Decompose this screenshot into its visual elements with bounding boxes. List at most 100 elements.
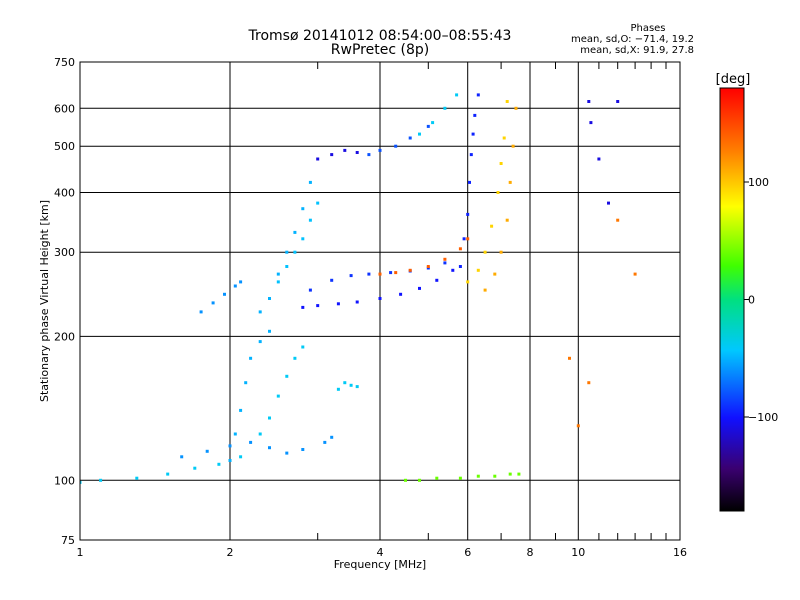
data-point <box>316 201 320 205</box>
chart-title: Tromsø 20141012 08:54:00–08:55:43 <box>248 28 512 44</box>
data-point <box>587 381 591 385</box>
data-point <box>285 451 289 455</box>
data-point <box>378 297 382 300</box>
data-point <box>435 476 439 480</box>
data-point <box>308 180 312 184</box>
grid-lines <box>80 62 680 540</box>
data-point <box>493 272 497 276</box>
data-point <box>285 265 289 268</box>
data-point <box>223 292 226 296</box>
stats-line-x: mean, sd,X: 91.9, 27.8 <box>580 45 694 56</box>
data-point <box>483 288 487 292</box>
colorbar <box>719 87 745 512</box>
data-point <box>462 237 466 241</box>
colorbar-tick-label: 100 <box>748 176 769 189</box>
chart-subtitle: RwPretec (8p) <box>331 42 429 58</box>
data-point <box>633 272 637 276</box>
data-point <box>471 132 475 136</box>
data-point <box>258 310 262 314</box>
data-point <box>399 292 403 296</box>
data-point <box>426 124 430 128</box>
data-point <box>135 476 139 480</box>
data-point <box>180 455 184 459</box>
x-tick-label: 10 <box>571 546 585 559</box>
data-point <box>508 180 512 184</box>
data-point <box>378 272 382 276</box>
y-tick-label: 750 <box>54 56 75 69</box>
data-point <box>268 329 271 333</box>
data-point <box>426 265 430 268</box>
data-point <box>349 383 353 387</box>
data-point <box>99 478 103 482</box>
x-tick-label: 8 <box>527 546 534 559</box>
x-tick-label: 4 <box>377 546 384 559</box>
data-point <box>378 148 382 152</box>
data-point <box>330 278 334 282</box>
data-point <box>301 207 305 211</box>
data-point <box>455 93 459 97</box>
y-tick-label: 500 <box>54 140 75 153</box>
data-point <box>249 356 253 360</box>
data-point <box>431 121 435 125</box>
data-point <box>193 466 197 470</box>
data-point <box>355 300 359 304</box>
data-point <box>466 280 470 284</box>
data-point <box>517 472 521 476</box>
data-point <box>576 424 580 428</box>
y-tick-label: 400 <box>54 187 75 200</box>
data-point <box>607 201 610 205</box>
y-tick-label: 200 <box>54 330 75 343</box>
data-point <box>228 444 232 448</box>
data-point <box>435 278 439 282</box>
data-point <box>443 261 447 265</box>
data-point <box>490 224 494 228</box>
data-point <box>285 250 289 254</box>
data-point <box>80 480 82 484</box>
data-point <box>233 432 237 436</box>
data-point <box>355 151 359 154</box>
data-point <box>301 448 305 451</box>
data-point <box>508 472 512 476</box>
x-tick-label: 1 <box>77 546 84 559</box>
data-point <box>468 180 471 184</box>
data-points <box>80 93 637 484</box>
data-point <box>228 459 232 462</box>
data-point <box>616 218 620 222</box>
data-point <box>343 381 347 385</box>
data-point <box>451 268 455 272</box>
data-point <box>493 474 497 478</box>
data-point <box>408 268 412 272</box>
data-point <box>276 394 280 398</box>
data-point <box>404 478 407 482</box>
data-point <box>211 301 215 305</box>
data-point <box>316 304 320 308</box>
data-point <box>367 153 371 157</box>
data-point <box>502 136 506 140</box>
data-point <box>367 272 371 276</box>
data-point <box>293 356 297 360</box>
y-axis: 75 100 200 300 400 500 600 750 <box>54 56 75 547</box>
data-point <box>239 280 243 284</box>
data-point <box>355 385 359 389</box>
data-point <box>458 247 462 251</box>
plot-frame <box>79 61 681 541</box>
data-point <box>205 449 209 453</box>
data-point <box>466 212 470 216</box>
data-point <box>418 132 421 136</box>
data-point <box>330 435 334 439</box>
data-point <box>458 476 462 480</box>
data-point <box>476 93 480 97</box>
data-point <box>285 374 289 378</box>
data-point <box>308 218 312 222</box>
data-point <box>476 474 480 478</box>
data-point <box>589 121 593 125</box>
colorbar-tick-label: −100 <box>748 411 778 424</box>
data-point <box>394 144 398 148</box>
data-point <box>476 268 480 272</box>
data-point <box>199 310 203 314</box>
data-point <box>249 440 253 444</box>
data-point <box>239 408 243 412</box>
data-point <box>268 297 271 300</box>
data-point <box>587 100 591 103</box>
